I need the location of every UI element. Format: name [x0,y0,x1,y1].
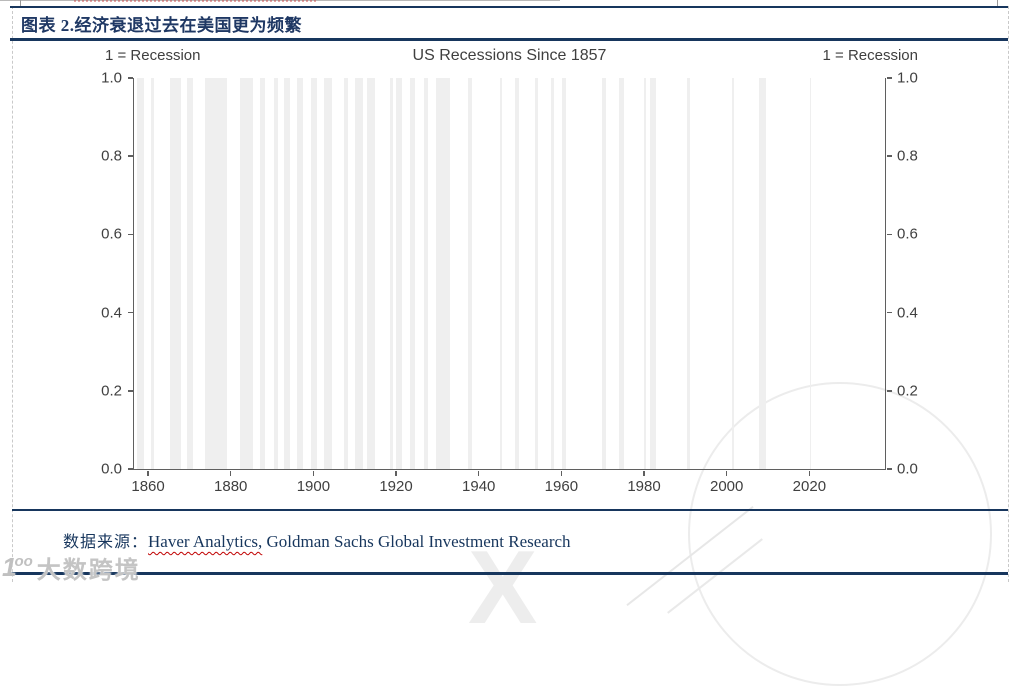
x-axis-tick [477,470,480,476]
recession-bar [687,78,691,469]
source-label: 数据来源： [63,534,149,551]
x-axis-tick [229,470,232,476]
recession-bar [204,78,228,469]
x-axis-tick-label: 2020 [792,478,827,495]
recession-bar [396,78,403,469]
recession-bar [731,78,735,469]
recession-bar [151,78,154,469]
x-axis-tick [808,470,811,476]
y-axis-tick [886,155,892,157]
figure-border-left [12,6,13,582]
dashu-logo-icon: 1 oo [2,551,33,582]
recession-bar [367,78,376,469]
x-axis-tick [560,470,563,476]
recession-bar [284,78,291,469]
x-axis-tick-label: 1880 [214,478,248,495]
recession-bar [260,78,265,469]
page-top-tick [997,0,998,6]
y-axis-tick [886,468,892,470]
recession-bar [169,78,181,469]
chart-title: US Recessions Since 1857 [412,47,607,64]
page-top-tick [20,0,21,6]
header-bottom-rule [10,38,1008,41]
y-axis-tick [886,311,892,314]
clipped-spellcheck-underline [74,0,316,4]
x-axis-tick [147,470,149,476]
y-axis-tick-label: 0.8 [897,147,918,165]
y-axis-tick [886,390,892,392]
page-top-rule [0,0,560,1]
header-top-rule [10,6,1008,8]
x-axis-tick-label: 1980 [627,478,661,495]
y-axis-tick-label: 0.0 [101,460,122,478]
recession-bar [186,78,194,469]
plot-area: 1.0 1.0 0.8 0.8 0.6 0.6 0.4 0.4 0.2 0.2 0.0 0.0 1860… [101,70,918,496]
y-axis-tick-label: 0.6 [101,225,122,243]
x-axis-tick-label: 1940 [462,478,496,495]
recession-bar [390,78,393,469]
y-axis-tick-label: 1.0 [101,69,122,87]
x-axis-tick [643,470,645,476]
y-axis-tick [127,311,133,314]
chart-bottom-rule [12,509,1008,511]
recession-bar [515,78,519,469]
figure-title: 图表 2.经济衰退过去在美国更为频繁 [21,16,302,35]
x-axis-tick-label: 2000 [710,478,744,495]
y-axis-tick [886,233,892,236]
y-axis-tick [127,233,133,236]
y-axis-tick-label: 0.8 [101,147,122,165]
site-watermark-text: 大数跨境 [36,556,141,584]
recession-bar [239,78,253,469]
x-axis-tick-label: 1960 [544,478,579,495]
y-axis-tick [127,468,133,470]
y-axis-tick [127,390,133,392]
recession-bar [137,78,144,469]
x-axis-tick [395,470,397,476]
y-axis-tick-label: 0.2 [897,382,918,400]
x-axis-tick-label: 1860 [131,478,165,495]
y-axis-tick [886,77,892,79]
recession-bar [618,78,625,469]
recession-bar [551,78,555,469]
recession-bar [562,78,566,469]
recession-bar [499,78,503,469]
y-axis-tick [127,155,133,157]
recession-bar [423,78,429,469]
y-axis-tick-label: 1.0 [897,69,918,87]
background-watermark-line [626,505,754,607]
recession-bar [759,78,766,469]
recession-bar [650,78,656,469]
recession-bar [296,78,303,469]
x-axis-tick [312,470,315,476]
x-axis-tick [725,470,728,476]
recession-bar [602,78,607,469]
recession-bar [354,78,363,469]
recession-bar [409,78,415,469]
recession-bar [324,78,333,469]
recession-bar [343,78,349,469]
site-watermark: 1 oo 大数跨境 [2,550,141,584]
y-axis-tick-label: 0.0 [897,460,918,478]
source-goldman-sachs: Goldman Sachs Global Investment Research [262,532,571,551]
recession-bar [809,78,812,469]
figure-bottom-rule [10,572,1008,575]
x-axis-tick-label: 1920 [379,478,413,495]
recession-bar [310,78,318,469]
y-axis-tick [127,77,133,79]
recession-bar [644,78,647,469]
right-axis-unit-label: 1 = Recession [822,47,918,64]
recession-bar [534,78,538,469]
source-line: 数据来源：Haver Analytics, Goldman Sachs Glob… [63,528,963,554]
recession-bar [435,78,451,469]
figure-border-right [1008,6,1009,582]
y-axis-tick-label: 0.6 [897,225,918,243]
y-axis-tick-label: 0.4 [897,304,918,322]
left-axis-unit-label: 1 = Recession [105,47,201,64]
recession-bar [274,78,278,469]
recession-bar [467,78,473,469]
y-axis-tick-label: 0.4 [101,304,122,322]
y-axis-tick-label: 0.2 [101,382,122,400]
x-axis-tick-label: 1900 [296,478,331,495]
source-haver-analytics: Haver Analytics, [148,532,263,551]
